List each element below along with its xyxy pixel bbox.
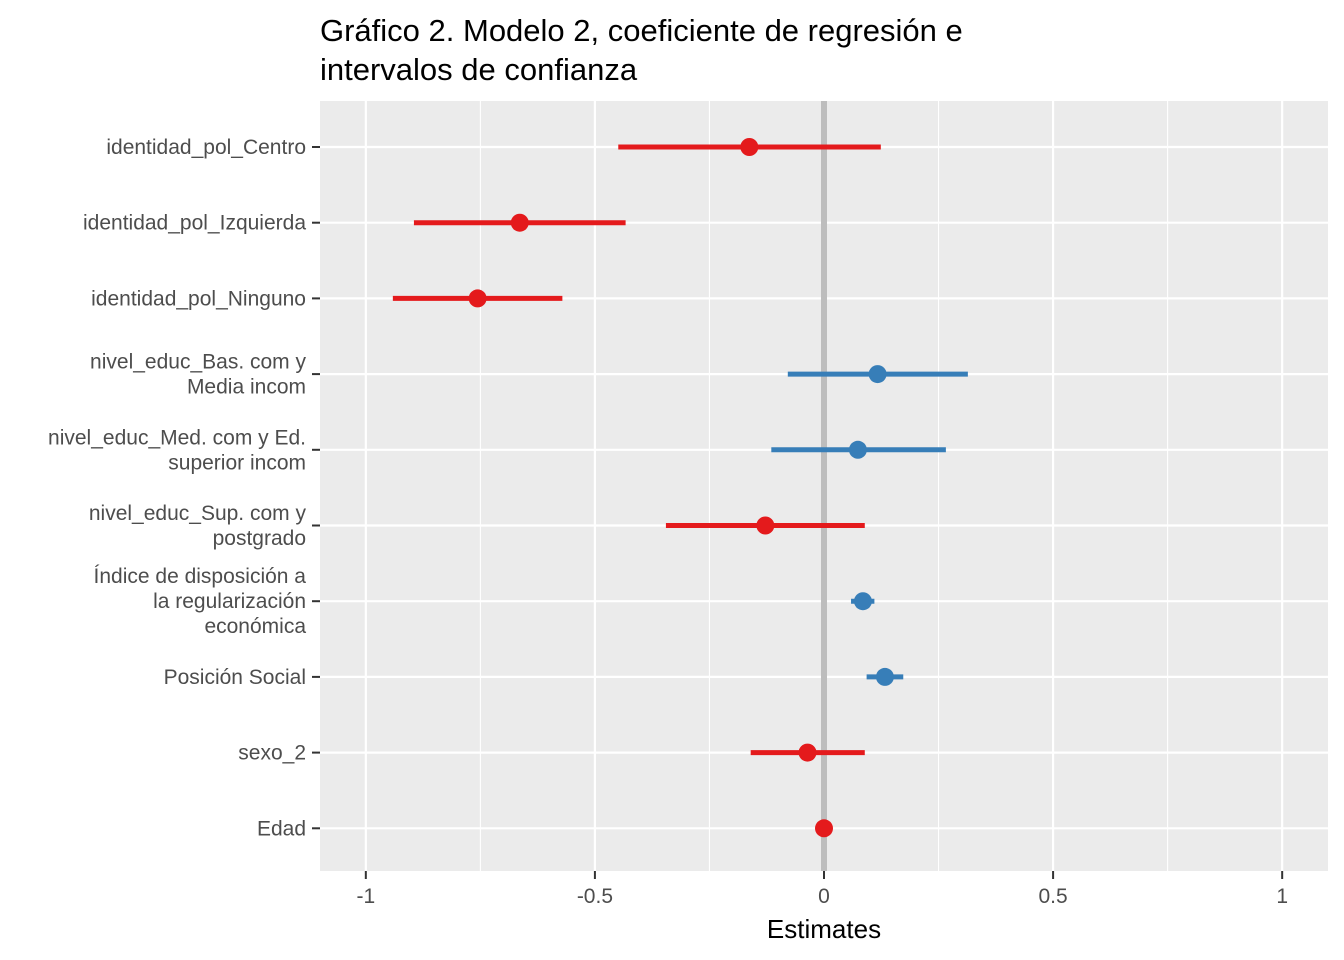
y-tick-label: nivel_educ_Med. com y Ed. superior incom bbox=[48, 426, 306, 474]
y-tick-label: sexo_2 bbox=[238, 742, 306, 765]
coefficient-marks bbox=[392, 138, 968, 838]
y-tick-label: identidad_pol_Izquierda bbox=[83, 212, 306, 235]
y-axis-labels: identidad_pol_Centro identidad_pol_Izquie… bbox=[48, 136, 320, 840]
y-tick-label-line: Edad bbox=[257, 817, 306, 840]
y-tick-label-line: postgrado bbox=[213, 527, 306, 550]
x-tick-label: -0.5 bbox=[577, 885, 613, 908]
y-tick-label-line: identidad_pol_Ninguno bbox=[91, 287, 306, 310]
y-tick-label: nivel_educ_Sup. com y postgrado bbox=[89, 502, 307, 550]
y-tick-label-line: nivel_educ_Med. com y Ed. bbox=[48, 426, 306, 449]
y-tick-label-line: Índice de disposición a bbox=[94, 565, 307, 588]
coefficient-point bbox=[510, 213, 529, 232]
y-tick-label: nivel_educ_Bas. com y Media incom bbox=[90, 351, 306, 399]
chart-title-line-2: intervalos de confianza bbox=[320, 52, 638, 87]
y-tick-label-line: Media incom bbox=[187, 376, 306, 399]
y-tick-label: identidad_pol_Centro bbox=[106, 136, 306, 159]
x-tick-label: 1 bbox=[1276, 885, 1288, 908]
coefficient-point bbox=[848, 440, 867, 459]
coefficient-point bbox=[756, 516, 775, 535]
coefficient-point bbox=[815, 819, 833, 838]
x-axis-label: Estimates bbox=[767, 914, 881, 944]
coefficient-point bbox=[875, 667, 894, 686]
y-tick-label: Edad bbox=[257, 817, 306, 840]
y-tick-label-line: superior incom bbox=[168, 451, 306, 474]
y-tick-label-line: sexo_2 bbox=[238, 742, 306, 765]
coefficient-point bbox=[468, 289, 487, 308]
x-axis-ticks: -1 -0.5 0 0.5 1 bbox=[356, 871, 1288, 908]
x-tick-label: 0 bbox=[818, 885, 830, 908]
chart-title-line-1: Gráfico 2. Modelo 2, coeficiente de regr… bbox=[320, 13, 963, 48]
y-tick-label-line: identidad_pol_Centro bbox=[106, 136, 306, 159]
y-tick-label: identidad_pol_Ninguno bbox=[91, 287, 306, 310]
y-tick-label-line: económica bbox=[204, 615, 306, 638]
y-tick-label: Índice de disposición a la regularización… bbox=[94, 565, 307, 638]
x-tick-label: 0.5 bbox=[1038, 885, 1067, 908]
y-tick-label-line: nivel_educ_Sup. com y bbox=[89, 502, 307, 525]
coefficient-point bbox=[868, 365, 887, 384]
coefficient-point bbox=[798, 743, 817, 762]
y-tick-label-line: Posición Social bbox=[164, 666, 306, 689]
coefficient-point bbox=[853, 592, 872, 611]
y-tick-label-line: nivel_educ_Bas. com y bbox=[90, 351, 306, 374]
y-tick-label: Posición Social bbox=[164, 666, 306, 689]
y-tick-label-line: la regularización bbox=[153, 590, 306, 613]
x-tick-label: -1 bbox=[356, 885, 375, 908]
y-tick-label-line: identidad_pol_Izquierda bbox=[83, 212, 306, 235]
coefficient-point bbox=[740, 138, 759, 156]
